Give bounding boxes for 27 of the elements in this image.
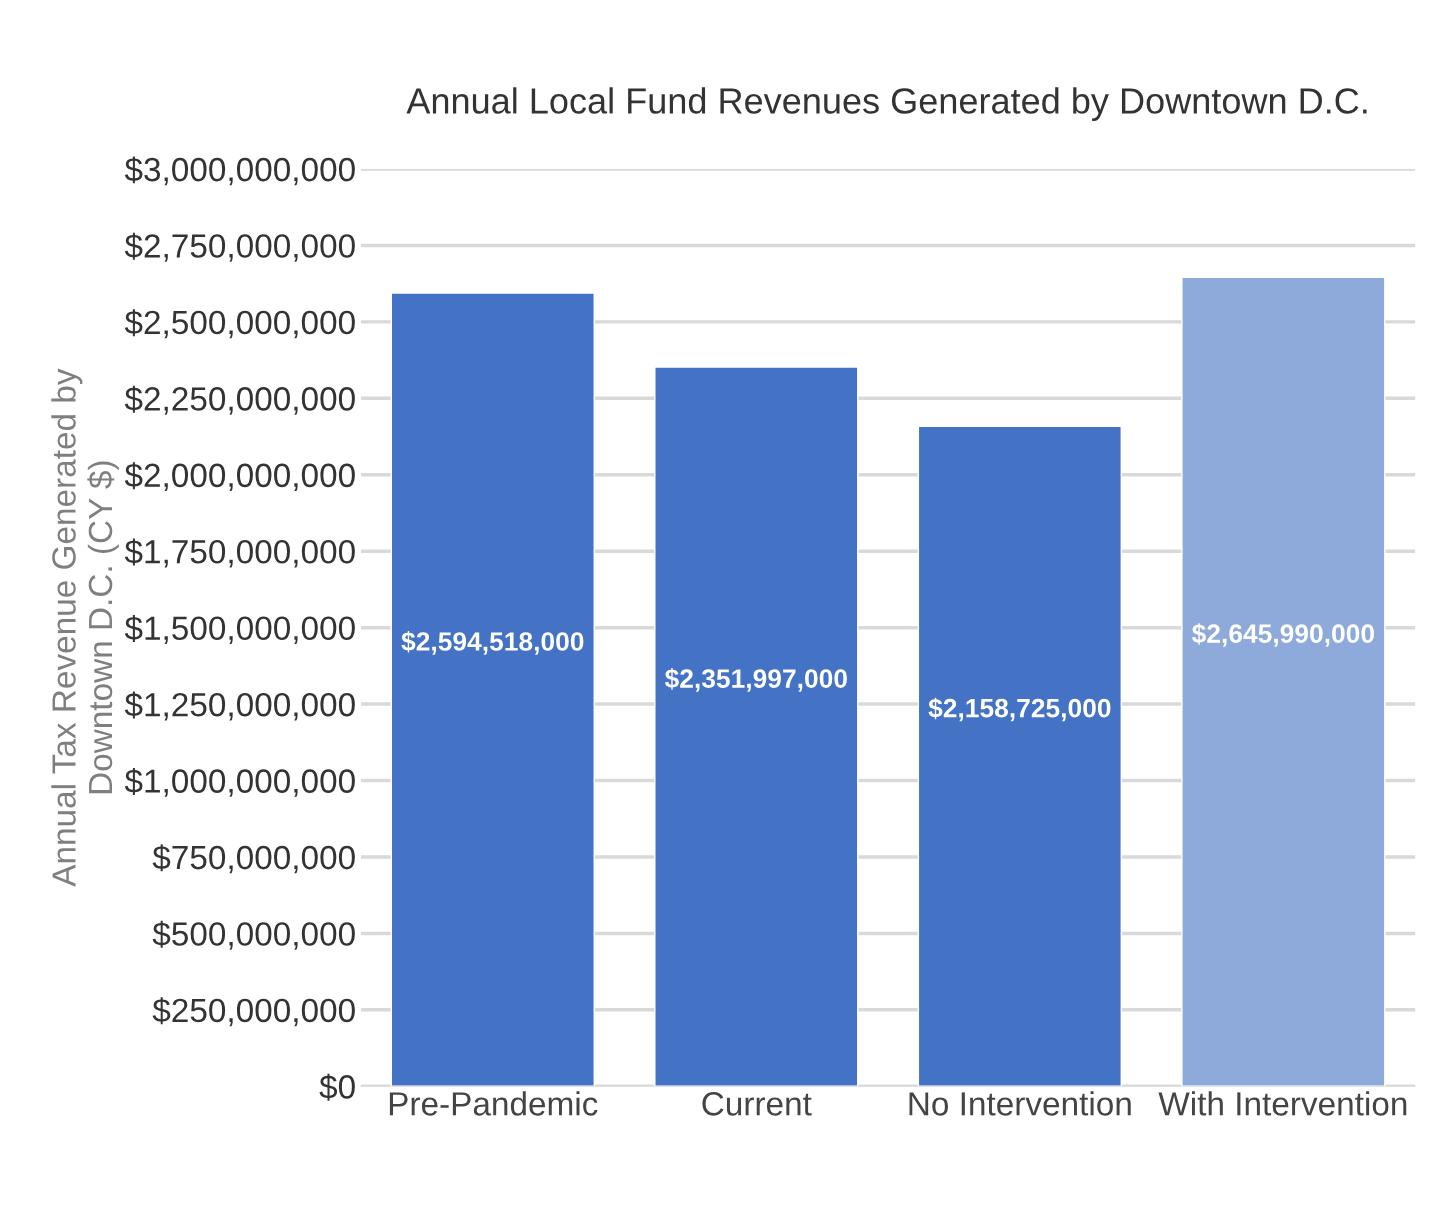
bar [917,425,1122,1087]
bar [654,366,859,1087]
data-label: $2,594,518,000 [401,631,584,655]
y-tick-label: $1,000,000,000 [124,767,355,797]
chart-title: Annual Local Fund Revenues Generated by Downtown D.C. [406,87,1367,121]
y-tick-label: $2,250,000,000 [124,385,355,415]
data-label: $2,351,997,000 [664,668,847,692]
y-tick-label: $1,250,000,000 [124,691,355,721]
y-axis-title: Annual Tax Revenue Generated by Downtown D.C. (CY $) [51,368,119,887]
y-tick-label: $250,000,000 [152,997,355,1027]
bar [1181,276,1386,1087]
y-tick-label: $750,000,000 [152,844,355,874]
data-label: $2,158,725,000 [928,697,1111,722]
x-tick-label: Current [702,1092,812,1116]
x-tick-label: With Intervention [1158,1091,1407,1116]
bar [390,292,595,1087]
y-tick-label: $2,500,000,000 [124,309,355,339]
x-tick-label: Pre-Pandemic [389,1091,598,1116]
y-tick-label: $1,750,000,000 [124,538,355,568]
y-tick-label: $0 [319,1073,355,1101]
y-tick-label: $500,000,000 [152,920,355,950]
y-tick-label: $2,750,000,000 [124,232,355,262]
data-label: $2,645,990,000 [1191,623,1374,647]
y-tick-label: $3,000,000,000 [124,156,355,186]
y-tick-label: $2,000,000,000 [124,462,355,492]
y-tick-label: $1,500,000,000 [124,615,355,644]
x-tick-label: No Intervention [909,1091,1131,1116]
